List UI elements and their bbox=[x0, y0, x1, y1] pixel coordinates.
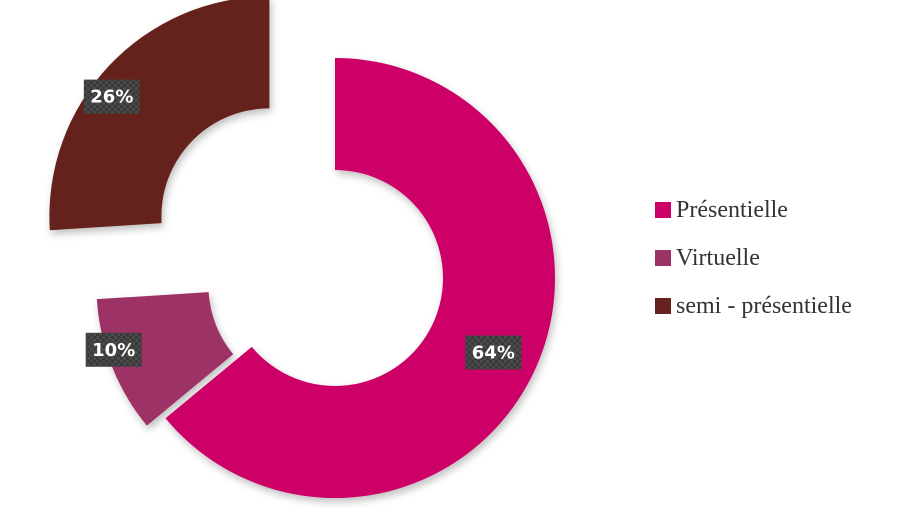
legend-item-semi-presentielle: semi - présentielle bbox=[655, 292, 852, 320]
data-label-presentielle: 64% bbox=[465, 335, 522, 370]
legend-item-presentielle: Présentielle bbox=[655, 196, 852, 224]
slice-semi-presentielle bbox=[49, 0, 270, 231]
data-label-text: 64% bbox=[472, 343, 515, 364]
slice-presentielle bbox=[165, 58, 555, 499]
data-label-text: 10% bbox=[92, 340, 135, 361]
data-label-semi-presentielle: 26% bbox=[83, 79, 140, 114]
data-label-box bbox=[465, 335, 522, 370]
legend-swatch bbox=[655, 250, 671, 266]
legend-label: Présentielle bbox=[676, 197, 788, 223]
data-label-box bbox=[85, 332, 142, 367]
legend-swatch bbox=[655, 202, 671, 218]
slice-virtuelle bbox=[96, 292, 234, 426]
legend: Présentielle Virtuelle semi - présentiel… bbox=[655, 196, 852, 340]
data-label-virtuelle: 10% bbox=[85, 332, 142, 367]
legend-label: semi - présentielle bbox=[676, 293, 852, 319]
data-label-text: 26% bbox=[90, 87, 133, 108]
data-label-box bbox=[83, 79, 140, 114]
legend-swatch bbox=[655, 298, 671, 314]
legend-label: Virtuelle bbox=[676, 245, 760, 271]
legend-item-virtuelle: Virtuelle bbox=[655, 244, 852, 272]
